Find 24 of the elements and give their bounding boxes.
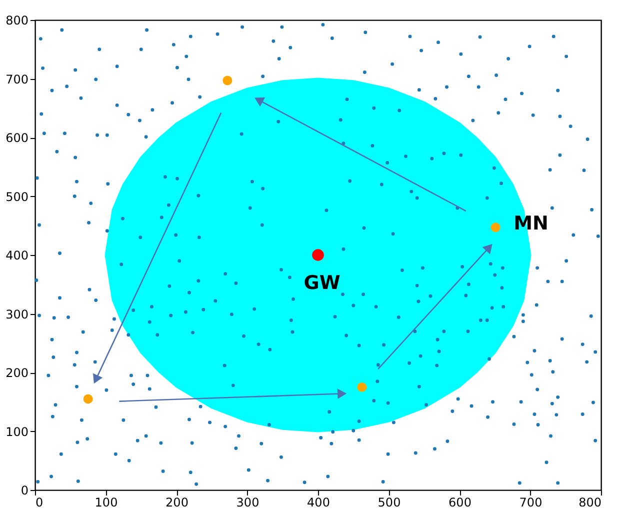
x-tick-label: 0	[36, 496, 44, 510]
point	[222, 76, 232, 86]
y-tick-label: 800	[6, 14, 28, 28]
y-tick-label: 500	[6, 190, 28, 204]
x-tick-label: 200	[166, 496, 188, 510]
x-tick-label: 600	[448, 496, 472, 510]
point	[83, 394, 93, 404]
point	[490, 222, 500, 232]
x-tick-label: 100	[94, 496, 118, 510]
y-tick-label: 0	[20, 484, 28, 498]
y-tick-label: 300	[6, 307, 28, 322]
y-tick-label: 100	[6, 424, 28, 439]
y-tick-label: 200	[6, 366, 28, 380]
point	[357, 382, 367, 392]
y-tick-label: 400	[6, 248, 28, 262]
point	[312, 249, 324, 261]
x-tick-label: 400	[307, 496, 330, 510]
y-tick-label: 600	[6, 131, 28, 145]
x-tick-label: 300	[236, 496, 260, 510]
x-tick-label: 500	[378, 496, 401, 510]
x-tick-label: 700	[519, 496, 542, 510]
y-tick-label: 700	[6, 72, 28, 86]
x-tick-label: 800	[578, 496, 602, 510]
annotation: GW	[304, 272, 340, 294]
